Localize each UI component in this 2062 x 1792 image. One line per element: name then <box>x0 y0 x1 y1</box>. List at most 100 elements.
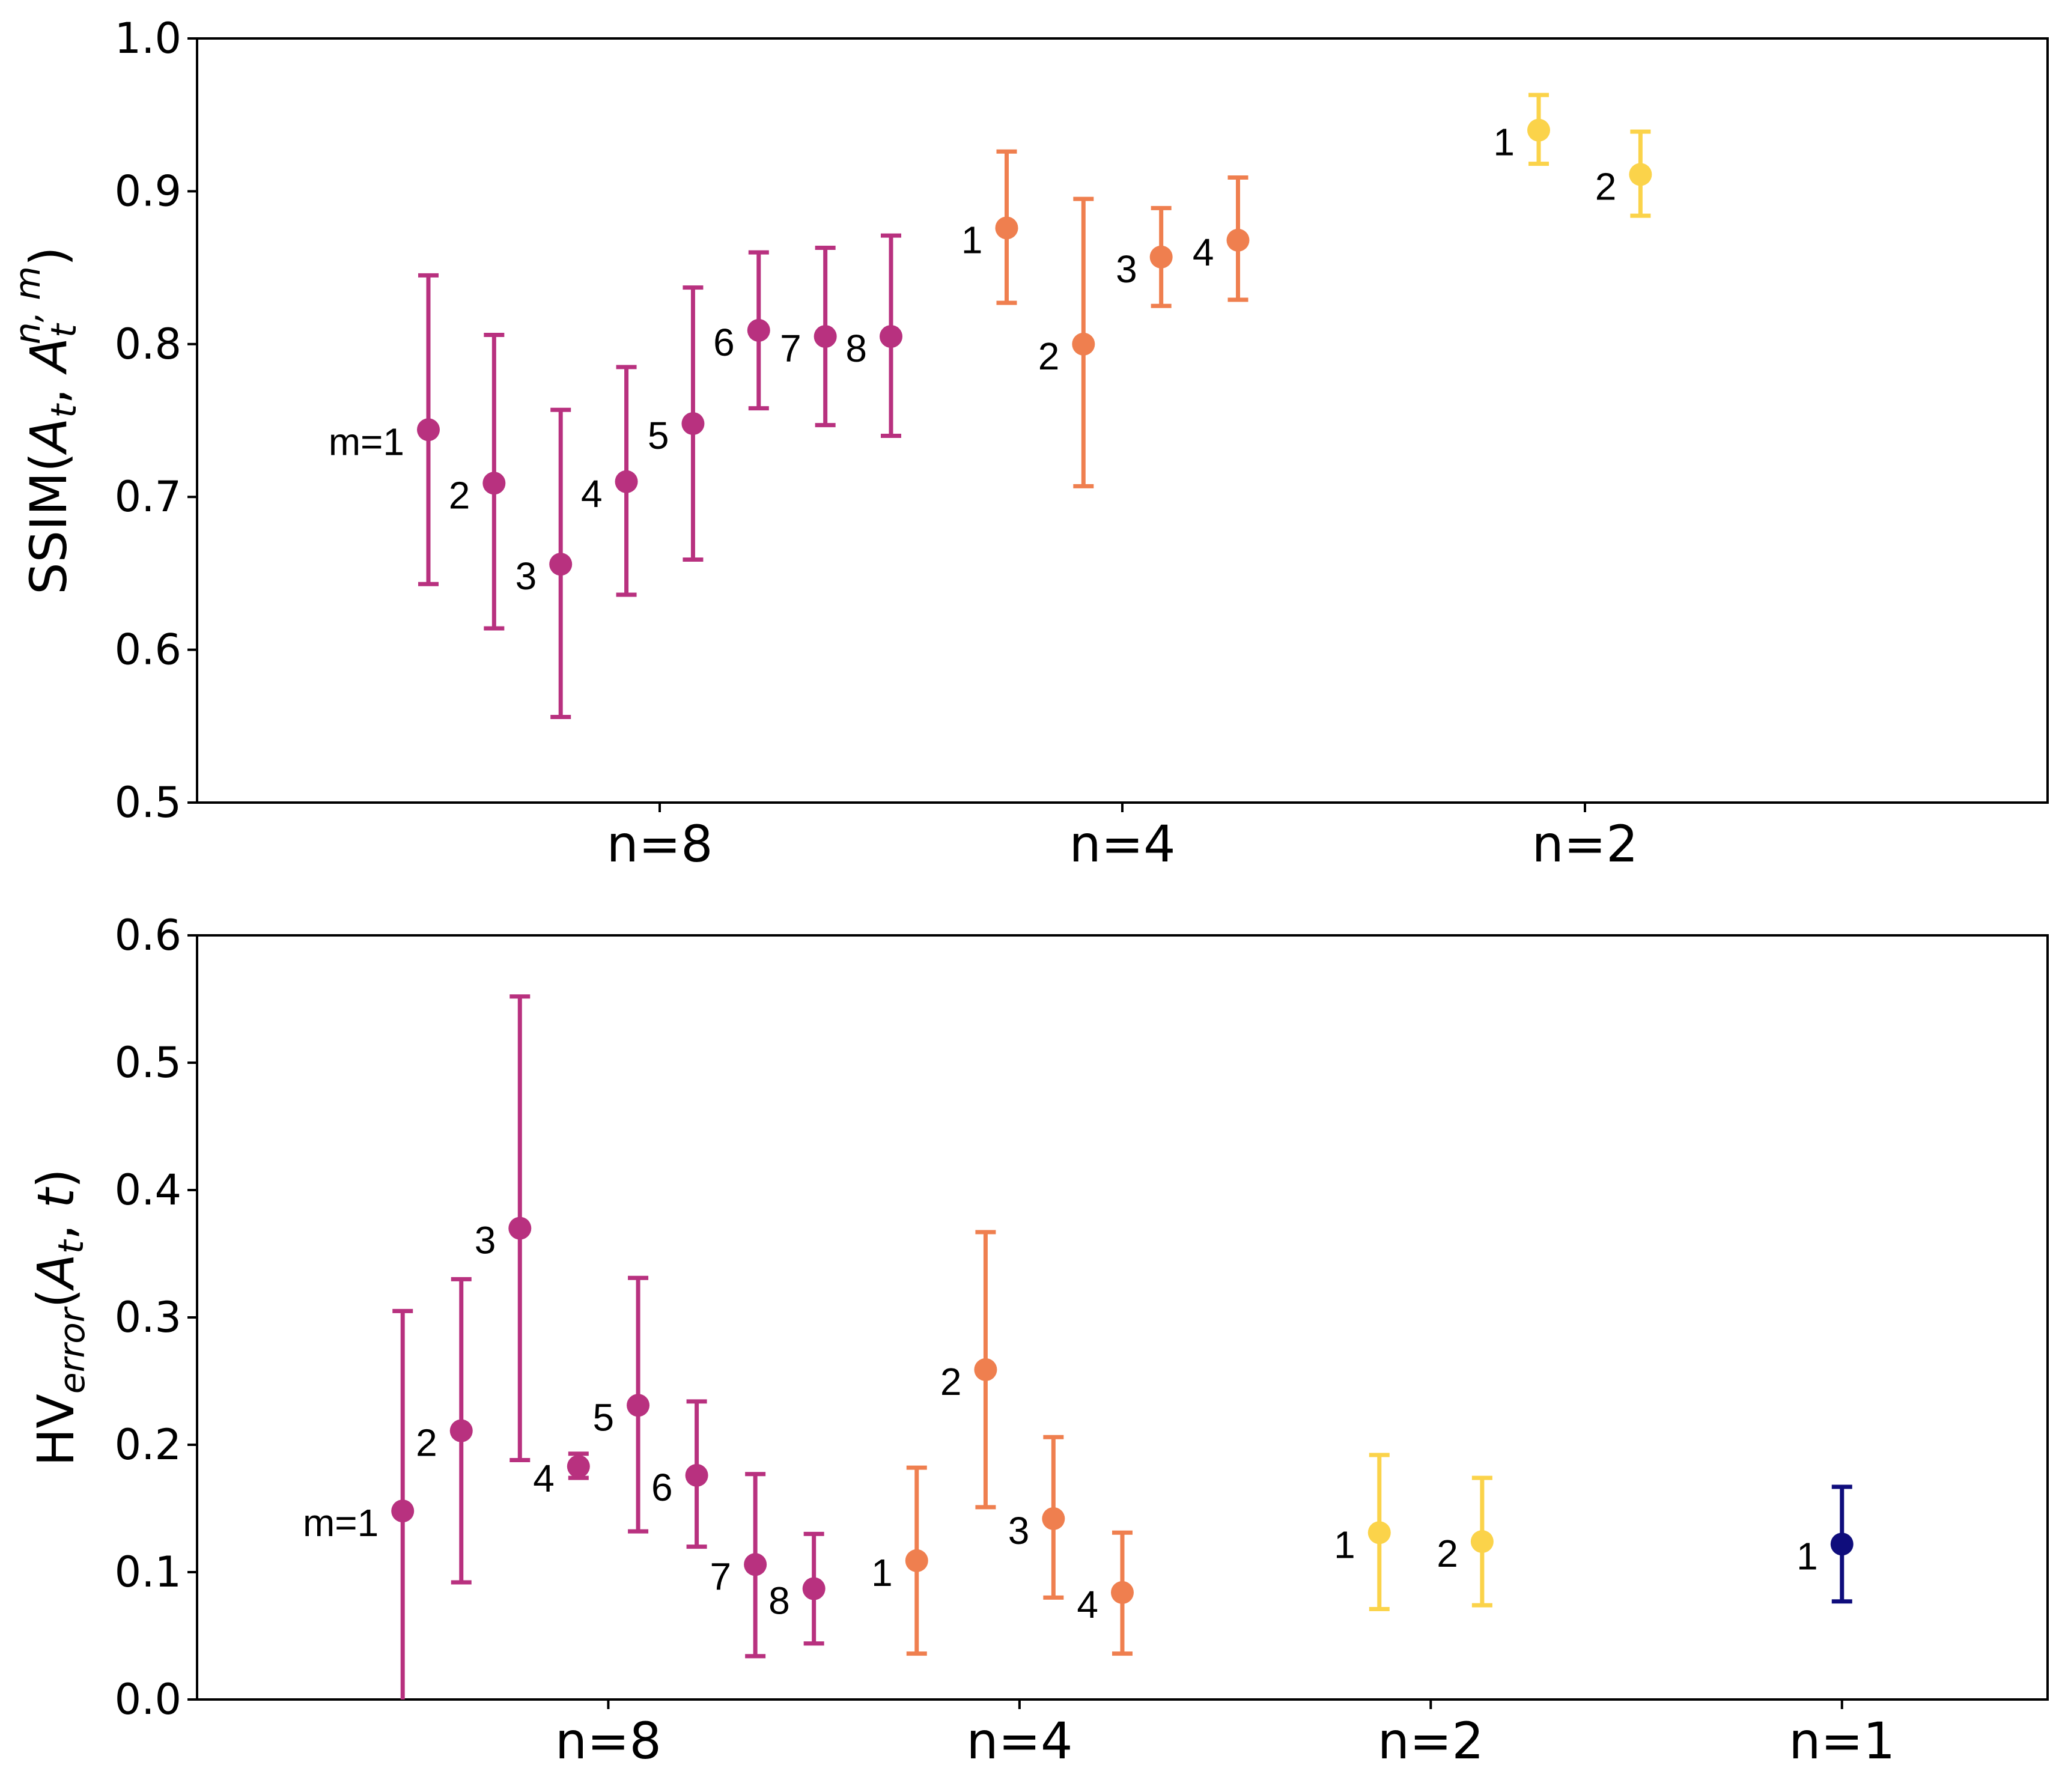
hv-x-tick-label: n=2 <box>1378 1712 1484 1770</box>
hv-point-n4-m3: 3 <box>1008 1435 1065 1600</box>
point-label: 3 <box>1008 1509 1030 1552</box>
point-label: 4 <box>581 472 603 515</box>
data-point <box>627 1394 650 1417</box>
hv-point-n8-m8: 8 <box>768 1531 826 1646</box>
point-label: m=1 <box>303 1501 379 1544</box>
ssim-point-n8-m4: 4 <box>581 365 638 597</box>
hv-y-ticks: 0.0 0.1 0.2 0.3 0.4 0.5 0.6 <box>115 911 197 1724</box>
ssim-y-tick-label: 0.5 <box>115 778 181 827</box>
point-label: 6 <box>713 321 735 364</box>
ssim-panel: 0.5 0.6 0.7 0.8 0.9 1.0 n=8 n=4 n=2 m=1 2 3 4 5 6 7 8 1… <box>7 14 2049 873</box>
point-label: 6 <box>651 1466 673 1509</box>
point-label: 3 <box>1116 248 1137 291</box>
point-label: 3 <box>516 554 537 598</box>
hv-y-tick-label: 0.6 <box>115 911 181 960</box>
data-point <box>1629 163 1652 186</box>
data-point <box>482 472 506 495</box>
ssim-point-n8-m6: 6 <box>713 250 770 411</box>
ssim-point-n8-m1: m=1 <box>329 273 440 586</box>
point-label: 1 <box>1334 1523 1355 1566</box>
ssim-x-tick-label: n=8 <box>606 815 713 873</box>
ssim-point-n4-m4: 4 <box>1193 175 1250 302</box>
ssim-data-marks: m=1 2 3 4 5 6 7 8 1 2 3 4 1 2 <box>329 93 1652 720</box>
point-label: 4 <box>1077 1583 1098 1626</box>
point-label: 4 <box>533 1457 555 1500</box>
hv-x-tick-label: n=1 <box>1789 1712 1895 1770</box>
data-point <box>974 1358 997 1381</box>
hv-point-n8-m2: 2 <box>416 1277 473 1585</box>
data-point <box>391 1499 415 1523</box>
ssim-point-n2-m2: 2 <box>1595 129 1652 218</box>
data-point <box>681 412 705 436</box>
ssim-point-n8-m8: 8 <box>845 233 902 438</box>
hv-x-tick-label: n=4 <box>966 1712 1072 1770</box>
hv-point-n4-m2: 2 <box>940 1230 997 1510</box>
hv-point-n8-m7: 7 <box>710 1472 767 1659</box>
point-label: 7 <box>710 1555 732 1598</box>
hv-point-n8-m3: 3 <box>475 994 532 1462</box>
hv-y-tick-label: 0.4 <box>115 1165 181 1215</box>
ssim-y-tick-label: 1.0 <box>115 14 181 63</box>
point-label: 8 <box>768 1579 790 1623</box>
hv-y-tick-label: 0.2 <box>115 1420 181 1469</box>
ssim-point-n4-m3: 3 <box>1116 205 1173 308</box>
data-point <box>417 418 440 442</box>
data-point <box>1527 118 1550 142</box>
data-point <box>744 1553 767 1576</box>
point-label: 1 <box>1796 1534 1818 1578</box>
data-point <box>567 1455 590 1478</box>
hv-point-n8-m4: 4 <box>533 1451 590 1500</box>
data-point <box>1042 1507 1065 1530</box>
hv-x-ticks: n=8 n=4 n=2 n=1 <box>555 1699 1895 1770</box>
data-point <box>1367 1521 1391 1544</box>
ssim-y-tick-label: 0.8 <box>115 320 181 369</box>
ssim-x-tick-label: n=4 <box>1069 815 1175 873</box>
hv-point-n4-m1: 1 <box>871 1465 928 1656</box>
hv-y-axis-title: HVerror(At, t) <box>26 1168 93 1466</box>
ssim-y-axis-title: SSIM(At, Atn, m) <box>7 246 84 594</box>
point-label: 1 <box>1493 121 1515 164</box>
data-point <box>814 325 837 348</box>
hv-y-tick-label: 0.1 <box>115 1547 181 1597</box>
ssim-point-n8-m5: 5 <box>648 285 705 562</box>
ssim-point-n4-m2: 2 <box>1038 196 1095 488</box>
ssim-point-n8-m7: 7 <box>780 246 837 428</box>
data-point <box>685 1463 708 1487</box>
ssim-y-tick-label: 0.9 <box>115 166 181 216</box>
point-label: 7 <box>780 327 801 370</box>
ssim-y-ticks: 0.5 0.6 0.7 0.8 0.9 1.0 <box>115 14 197 827</box>
data-point <box>549 553 573 576</box>
data-point <box>995 216 1018 240</box>
hv-point-n8-m5: 5 <box>592 1275 650 1534</box>
data-point <box>1111 1581 1134 1604</box>
hv-point-n2-m1: 1 <box>1334 1453 1391 1611</box>
point-label: 2 <box>1038 335 1060 378</box>
hv-y-tick-label: 0.5 <box>115 1038 181 1087</box>
data-point <box>508 1216 532 1240</box>
data-point <box>1830 1532 1854 1556</box>
point-label: m=1 <box>329 420 404 463</box>
point-label: 5 <box>592 1396 614 1439</box>
hv-point-n8-m6: 6 <box>651 1399 708 1549</box>
point-label: 3 <box>475 1219 496 1262</box>
hv-y-tick-label: 0.0 <box>115 1675 181 1724</box>
ssim-x-tick-label: n=2 <box>1531 815 1638 873</box>
point-label: 2 <box>1595 165 1617 208</box>
point-label: 5 <box>648 414 669 457</box>
data-point <box>905 1549 928 1572</box>
point-label: 2 <box>449 473 470 517</box>
data-point <box>615 470 638 493</box>
ssim-y-tick-label: 0.7 <box>115 472 181 521</box>
data-point <box>449 1419 473 1442</box>
hv-point-n2-m2: 2 <box>1437 1475 1494 1608</box>
data-point <box>1072 332 1095 356</box>
point-label: 2 <box>940 1360 962 1403</box>
point-label: 4 <box>1193 231 1214 274</box>
data-point <box>1226 228 1250 252</box>
hv-point-n4-m4: 4 <box>1077 1530 1134 1656</box>
hv-point-n1-m1: 1 <box>1796 1484 1854 1604</box>
data-point <box>880 325 902 348</box>
point-label: 1 <box>871 1551 893 1594</box>
data-point <box>1149 245 1173 269</box>
